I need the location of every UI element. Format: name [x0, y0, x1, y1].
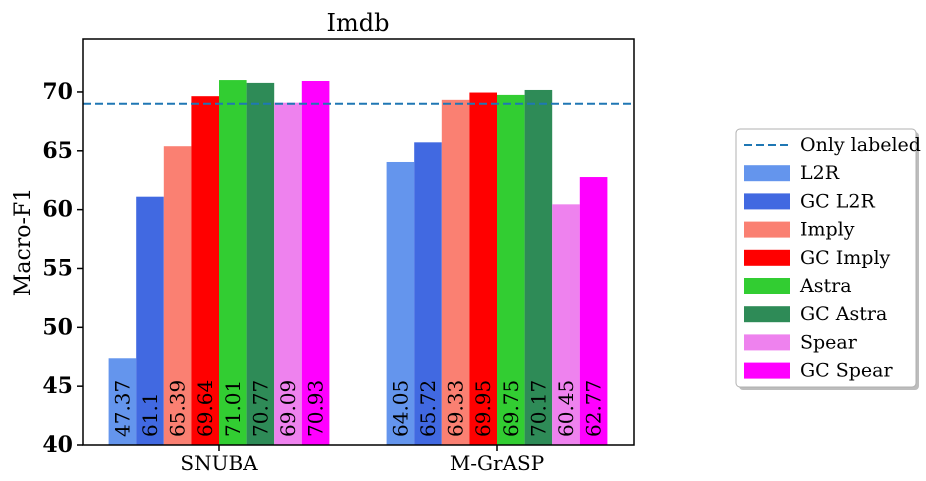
bar-value-label: 47.37	[110, 380, 134, 437]
bar-gc-l2r-m-grasp	[414, 142, 442, 445]
y-tick-label: 60	[42, 197, 73, 223]
y-tick-label: 70	[42, 79, 73, 105]
bar-astra-m-grasp	[497, 94, 525, 446]
bar-gc-spear-m-grasp	[579, 177, 608, 446]
y-tick-label: 45	[42, 373, 73, 399]
bar-l2r-m-grasp	[386, 161, 415, 446]
bar-gc-imply-snuba	[191, 96, 219, 445]
bar-value-label: 69.75	[499, 380, 523, 437]
legend-swatch-gc-spear	[744, 362, 790, 379]
chart-title: Imdb	[327, 9, 390, 37]
bar-value-label: 69.95	[471, 380, 495, 437]
legend-label-spear: Spear	[800, 331, 858, 353]
legend-swatch-l2r	[744, 165, 790, 182]
y-tick-label: 40	[42, 432, 73, 458]
legend-label-gc-l2r: GC L2R	[800, 190, 875, 212]
y-axis-label: Macro-F1	[11, 188, 36, 296]
bar-astra-snuba	[219, 80, 247, 445]
bar-value-label: 65.72	[416, 380, 440, 437]
x-tick-label-snuba: SNUBA	[180, 451, 258, 475]
legend-label-l2r: L2R	[800, 162, 840, 184]
legend-label-only-labeled: Only labeled	[800, 134, 921, 156]
bar-value-label: 70.77	[248, 380, 272, 437]
bar-spear-snuba	[274, 102, 302, 446]
legend-swatch-gc-astra	[744, 306, 790, 323]
bar-gc-astra-snuba	[246, 82, 275, 446]
plot-frame	[82, 38, 635, 446]
x-tick-label-m-grasp: M-GrASP	[450, 451, 544, 475]
bar-gc-astra-m-grasp	[524, 89, 553, 446]
legend-swatch-gc-imply	[744, 249, 790, 266]
legend-label-gc-spear: GC Spear	[800, 360, 894, 382]
bar-value-label: 69.33	[444, 380, 468, 437]
bar-value-label: 69.64	[193, 380, 217, 437]
legend-swatch-gc-l2r	[744, 193, 790, 210]
bar-imply-m-grasp	[441, 99, 470, 445]
bar-gc-l2r-snuba	[136, 196, 164, 445]
bar-value-label: 62.77	[582, 380, 606, 437]
legend-swatch-spear	[744, 334, 790, 351]
bar-value-label: 61.1	[138, 392, 162, 437]
bar-gc-imply-m-grasp	[469, 92, 497, 445]
y-tick-label: 50	[42, 314, 73, 340]
legend-label-gc-astra: GC Astra	[800, 303, 887, 325]
bar-imply-snuba	[163, 146, 192, 445]
y-tick-label: 55	[42, 255, 73, 281]
bar-value-label: 60.45	[554, 380, 578, 437]
bar-value-label: 70.17	[526, 380, 550, 437]
legend-label-imply: Imply	[800, 219, 855, 241]
bar-l2r-snuba	[108, 358, 137, 445]
legend: Only labeled L2R GC L2R Imply GC Imply Astra G…	[735, 128, 921, 390]
bar-spear-m-grasp	[552, 204, 580, 445]
bar-value-label: 64.05	[388, 380, 412, 437]
bar-value-label: 69.09	[276, 380, 300, 437]
bar-gc-spear-snuba	[301, 81, 330, 445]
bar-value-label: 71.01	[221, 380, 245, 437]
plot-area: 47.37 64.05 61.1 65.72 65.39 69.33 69.64 69.95 7…	[42, 38, 635, 475]
legend-label-astra: Astra	[799, 275, 852, 297]
legend-swatch-astra	[744, 278, 790, 294]
legend-label-gc-imply: GC Imply	[800, 247, 891, 269]
bar-value-label: 70.93	[304, 380, 328, 437]
legend-swatch-imply	[744, 221, 790, 238]
bar-value-label: 65.39	[166, 380, 190, 437]
y-tick-label: 65	[42, 138, 73, 164]
